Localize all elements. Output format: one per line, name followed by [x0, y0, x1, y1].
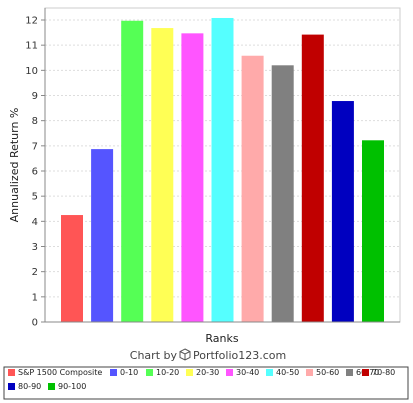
legend-item: 70-80	[362, 368, 395, 377]
bar	[331, 101, 354, 322]
legend-label: 70-80	[372, 368, 395, 377]
legend-swatch	[266, 369, 273, 376]
bars	[61, 17, 384, 323]
y-tick-label: 11	[25, 41, 38, 52]
legend-item: 0-10	[110, 368, 138, 377]
legend-label: 80-90	[18, 382, 41, 391]
y-tick-label: 1	[32, 292, 38, 303]
y-tick-label: 8	[32, 116, 38, 127]
y-tick-label: 12	[25, 16, 38, 27]
legend-swatch	[226, 369, 233, 376]
bar	[181, 33, 204, 323]
y-tick-label: 5	[32, 192, 38, 203]
bar	[241, 55, 264, 323]
legend-item: 50-60	[306, 368, 339, 377]
bar	[121, 20, 144, 322]
y-tick-label: 0	[32, 318, 38, 329]
credit-line: Chart by Portfolio123.com	[130, 348, 286, 362]
y-tick-label: 6	[32, 167, 38, 178]
legend-item: 20-30	[186, 368, 219, 377]
y-tick-label: 10	[25, 66, 38, 77]
bar	[91, 149, 114, 322]
cube-icon	[179, 348, 191, 361]
legend-label: 50-60	[316, 368, 339, 377]
credit-brand: Portfolio123.com	[193, 349, 286, 362]
y-tick-label: 2	[32, 267, 38, 278]
legend-swatch	[110, 369, 117, 376]
bar	[271, 65, 294, 323]
y-axis-title: Annualized Return %	[8, 108, 21, 223]
legend-swatch	[8, 383, 15, 390]
legend-swatch	[48, 383, 55, 390]
legend-item: S&P 1500 Composite	[8, 368, 102, 377]
legend-item: 90-100	[48, 382, 86, 391]
legend-item: 30-40	[226, 368, 259, 377]
y-tick-label: 7	[32, 141, 38, 152]
bar	[61, 215, 83, 322]
y-tick-label: 4	[32, 217, 38, 228]
legend-item: 80-90	[8, 382, 41, 391]
legend-item: 10-20	[146, 368, 179, 377]
legend-label: S&P 1500 Composite	[18, 368, 102, 377]
legend-label: 90-100	[58, 382, 86, 391]
bar	[362, 140, 384, 322]
legend-swatch	[146, 369, 153, 376]
y-tick-label: 3	[32, 242, 38, 253]
bar	[151, 28, 174, 322]
legend-swatch	[186, 369, 193, 376]
legend-label: 0-10	[120, 368, 138, 377]
legend: S&P 1500 Composite 0-10 10-20 20-30 30-40 40-…	[8, 368, 395, 391]
legend-box	[3, 366, 409, 400]
legend-label: 20-30	[196, 368, 219, 377]
legend-label: 30-40	[236, 368, 259, 377]
y-tick-label: 9	[32, 91, 38, 102]
legend-label: 10-20	[156, 368, 179, 377]
legend-swatch	[306, 369, 313, 376]
legend-item: 40-50	[266, 368, 299, 377]
legend-swatch	[346, 369, 353, 376]
bar	[211, 17, 234, 323]
legend-label: 40-50	[276, 368, 299, 377]
credit-prefix: Chart by	[130, 349, 178, 362]
legend-swatch	[8, 369, 15, 376]
x-axis-title: Ranks	[205, 332, 238, 345]
bar	[301, 34, 324, 322]
legend-swatch	[362, 369, 369, 376]
